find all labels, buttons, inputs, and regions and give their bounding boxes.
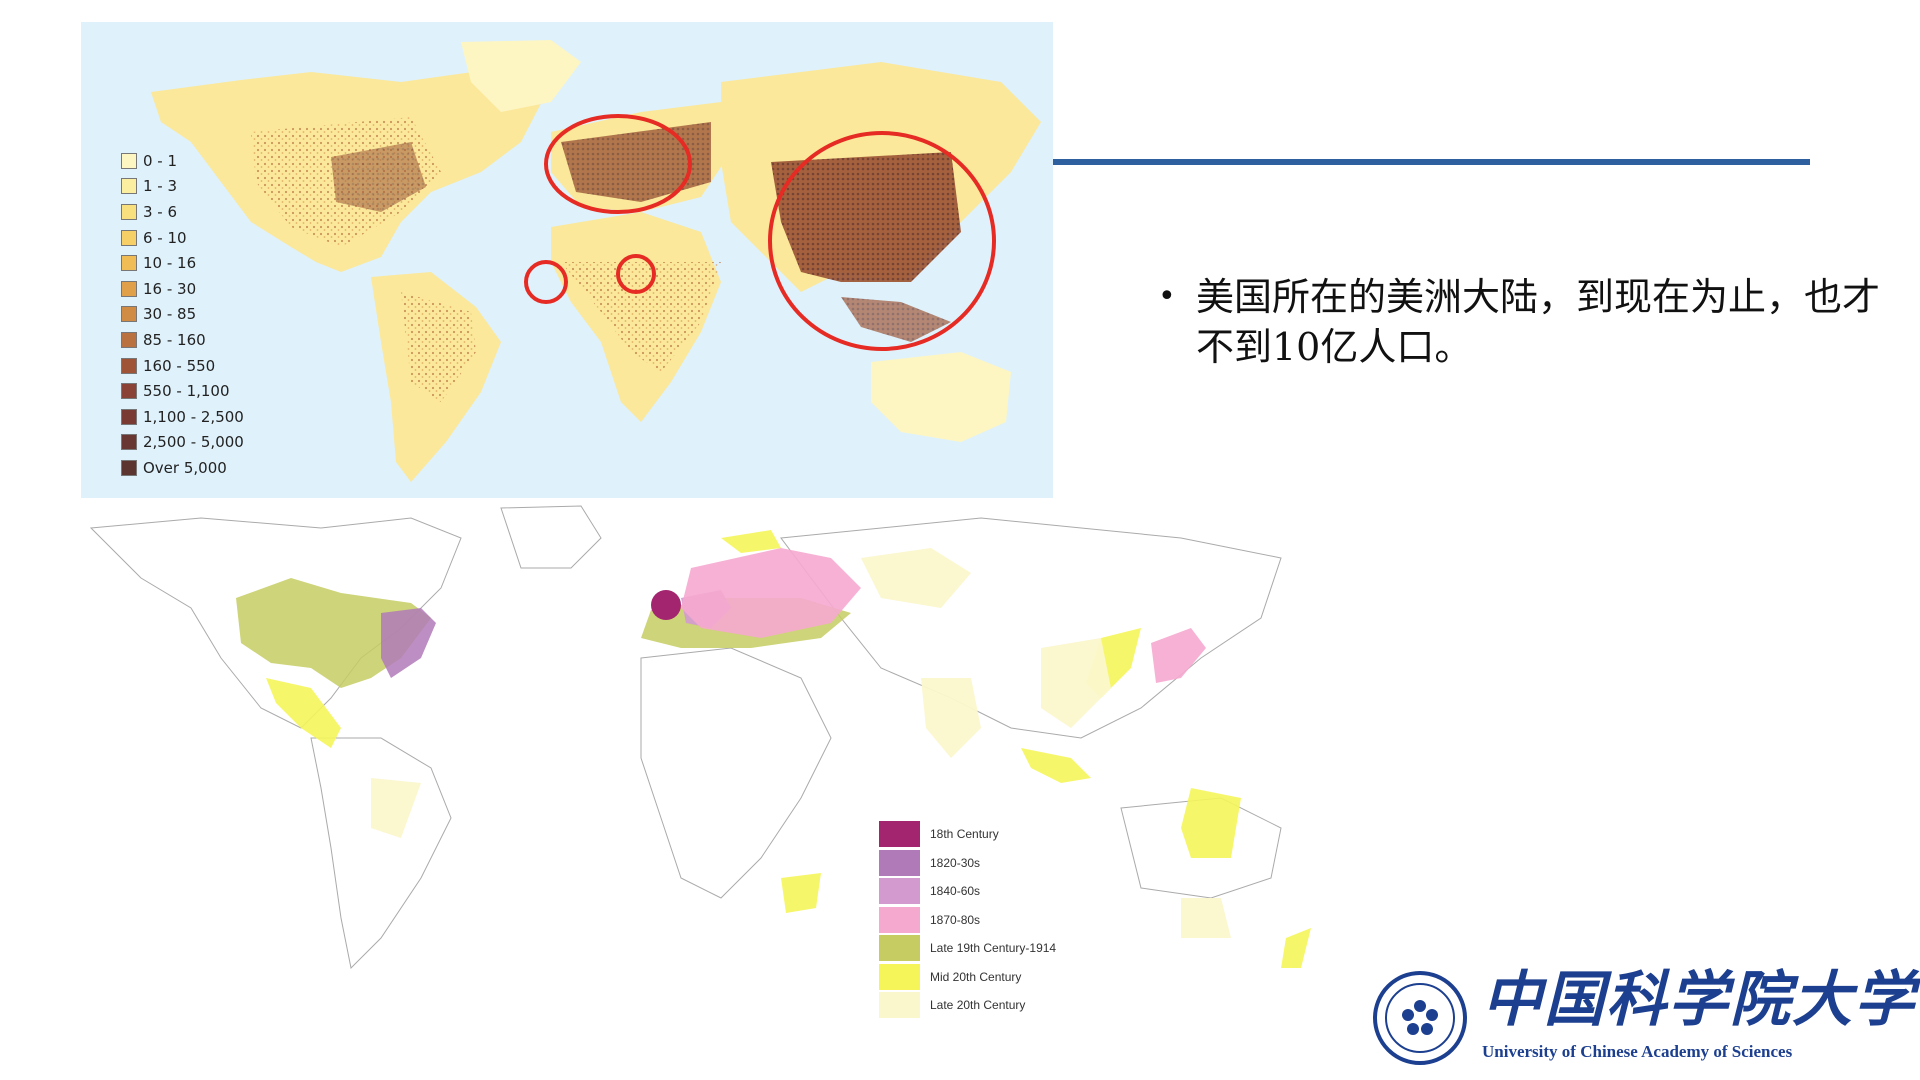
density-legend-label: 85 - 160 bbox=[143, 330, 206, 349]
southeast-asia-islands bbox=[841, 297, 951, 342]
transition-legend-item: Mid 20th Century bbox=[879, 963, 1056, 992]
transition-legend-item: 1840-60s bbox=[879, 877, 1056, 906]
south-america-outline bbox=[310, 737, 452, 970]
transition-legend-swatch bbox=[879, 935, 920, 962]
density-legend-item: 6 - 10 bbox=[121, 225, 244, 251]
transition-legend-item: 1870-80s bbox=[879, 906, 1056, 935]
density-legend-swatch bbox=[121, 229, 137, 246]
density-legend-item: 160 - 550 bbox=[121, 353, 244, 379]
ucas-emblem-icon bbox=[1373, 971, 1467, 1065]
transition-legend-label: Mid 20th Century bbox=[930, 969, 1022, 984]
density-legend-swatch bbox=[121, 280, 137, 297]
population-density-map: 0 - 1 1 - 3 3 - 6 6 - 10 10 - 16 16 - 30 30 - … bbox=[81, 22, 1053, 498]
density-legend-swatch bbox=[121, 383, 137, 400]
density-legend-label: 550 - 1,100 bbox=[143, 382, 230, 401]
density-legend-label: 160 - 550 bbox=[143, 356, 216, 375]
density-legend-label: 10 - 16 bbox=[143, 254, 197, 273]
density-legend-swatch bbox=[121, 331, 137, 348]
transition-legend-item: 18th Century bbox=[879, 820, 1056, 849]
density-legend-item: 16 - 30 bbox=[121, 276, 244, 302]
asia-outline bbox=[780, 517, 1282, 739]
transition-legend-label: 1840-60s bbox=[930, 884, 981, 899]
transition-legend-item: Late 19th Century-1914 bbox=[879, 934, 1056, 963]
transition-legend-item: Late 20th Century bbox=[879, 991, 1056, 1020]
density-legend-label: 3 - 6 bbox=[143, 202, 178, 221]
transition-legend-swatch bbox=[879, 849, 920, 876]
accent-rule bbox=[1053, 159, 1810, 165]
population-density-map-graphic bbox=[151, 40, 1041, 482]
density-legend-swatch bbox=[121, 408, 137, 425]
asia-highlight-circle bbox=[768, 131, 996, 351]
density-legend-swatch bbox=[121, 357, 137, 374]
density-legend-label: 6 - 10 bbox=[143, 228, 187, 247]
density-legend-item: 85 - 160 bbox=[121, 327, 244, 353]
transition-legend-swatch bbox=[879, 992, 920, 1019]
west-africa-highlight-circle bbox=[524, 260, 568, 304]
density-legend-swatch bbox=[121, 434, 137, 451]
density-legend-swatch bbox=[121, 255, 137, 272]
density-legend-swatch bbox=[121, 178, 137, 195]
bullet-point: • 美国所在的美洲大陆，到现在为止，也才不到10亿人口。 bbox=[1150, 272, 1880, 372]
transition-legend-swatch bbox=[879, 963, 920, 990]
europe-highlight-circle bbox=[544, 114, 692, 214]
density-legend-label: 2,500 - 5,000 bbox=[143, 433, 244, 452]
density-legend-item: Over 5,000 bbox=[121, 455, 244, 481]
density-legend-item: 30 - 85 bbox=[121, 302, 244, 328]
transition-legend-item: 1820-30s bbox=[879, 849, 1056, 878]
greenland-landmass bbox=[461, 40, 581, 112]
density-legend-label: 0 - 1 bbox=[143, 151, 178, 170]
density-legend-label: 30 - 85 bbox=[143, 305, 197, 324]
density-legend-swatch bbox=[121, 306, 137, 323]
density-legend-item: 0 - 1 bbox=[121, 148, 244, 174]
transition-legend-label: 1820-30s bbox=[930, 855, 981, 870]
transition-legend-label: 18th Century bbox=[930, 827, 999, 842]
density-legend-item: 2,500 - 5,000 bbox=[121, 430, 244, 456]
transition-legend-swatch bbox=[879, 878, 920, 905]
bullet-dot-icon: • bbox=[1158, 279, 1176, 314]
ucas-english-name: University of Chinese Academy of Science… bbox=[1482, 1042, 1793, 1061]
transition-legend-swatch bbox=[879, 821, 920, 848]
east-africa-highlight-circle bbox=[616, 254, 656, 294]
density-legend-item: 1,100 - 2,500 bbox=[121, 404, 244, 430]
population-density-legend: 0 - 1 1 - 3 3 - 6 6 - 10 10 - 16 16 - 30 30 - … bbox=[121, 148, 244, 481]
demographic-transition-map-graphic bbox=[89, 505, 1311, 970]
density-legend-label: Over 5,000 bbox=[143, 458, 227, 477]
transition-legend-swatch bbox=[879, 906, 920, 933]
greenland-outline bbox=[500, 505, 602, 569]
bullet-text: 美国所在的美洲大陆，到现在为止，也才不到10亿人口。 bbox=[1196, 275, 1881, 369]
density-legend-label: 16 - 30 bbox=[143, 279, 197, 298]
density-legend-item: 3 - 6 bbox=[121, 199, 244, 225]
ucas-chinese-name: 中国科学院大学 bbox=[1482, 965, 1916, 1035]
demographic-transition-legend: 18th Century 1820-30s 1840-60s 1870-80s Late… bbox=[879, 820, 1056, 1020]
density-legend-label: 1 - 3 bbox=[143, 177, 178, 196]
density-legend-item: 1 - 3 bbox=[121, 174, 244, 200]
transition-legend-label: Late 19th Century-1914 bbox=[930, 941, 1057, 956]
density-legend-item: 550 - 1,100 bbox=[121, 378, 244, 404]
transition-legend-label: 1870-80s bbox=[930, 912, 981, 927]
density-legend-swatch bbox=[121, 203, 137, 220]
australia-landmass bbox=[871, 352, 1011, 442]
density-legend-label: 1,100 - 2,500 bbox=[143, 407, 244, 426]
ucas-logo: 中国科学院大学 University of Chinese Academy of… bbox=[1372, 960, 1916, 1070]
transition-legend-label: Late 20th Century bbox=[930, 998, 1026, 1013]
africa-outline bbox=[640, 647, 832, 899]
density-legend-swatch bbox=[121, 152, 137, 169]
demographic-transition-map: 18th Century 1820-30s 1840-60s 1870-80s Late… bbox=[81, 498, 1381, 1080]
density-legend-swatch bbox=[121, 459, 137, 476]
density-legend-item: 10 - 16 bbox=[121, 250, 244, 276]
